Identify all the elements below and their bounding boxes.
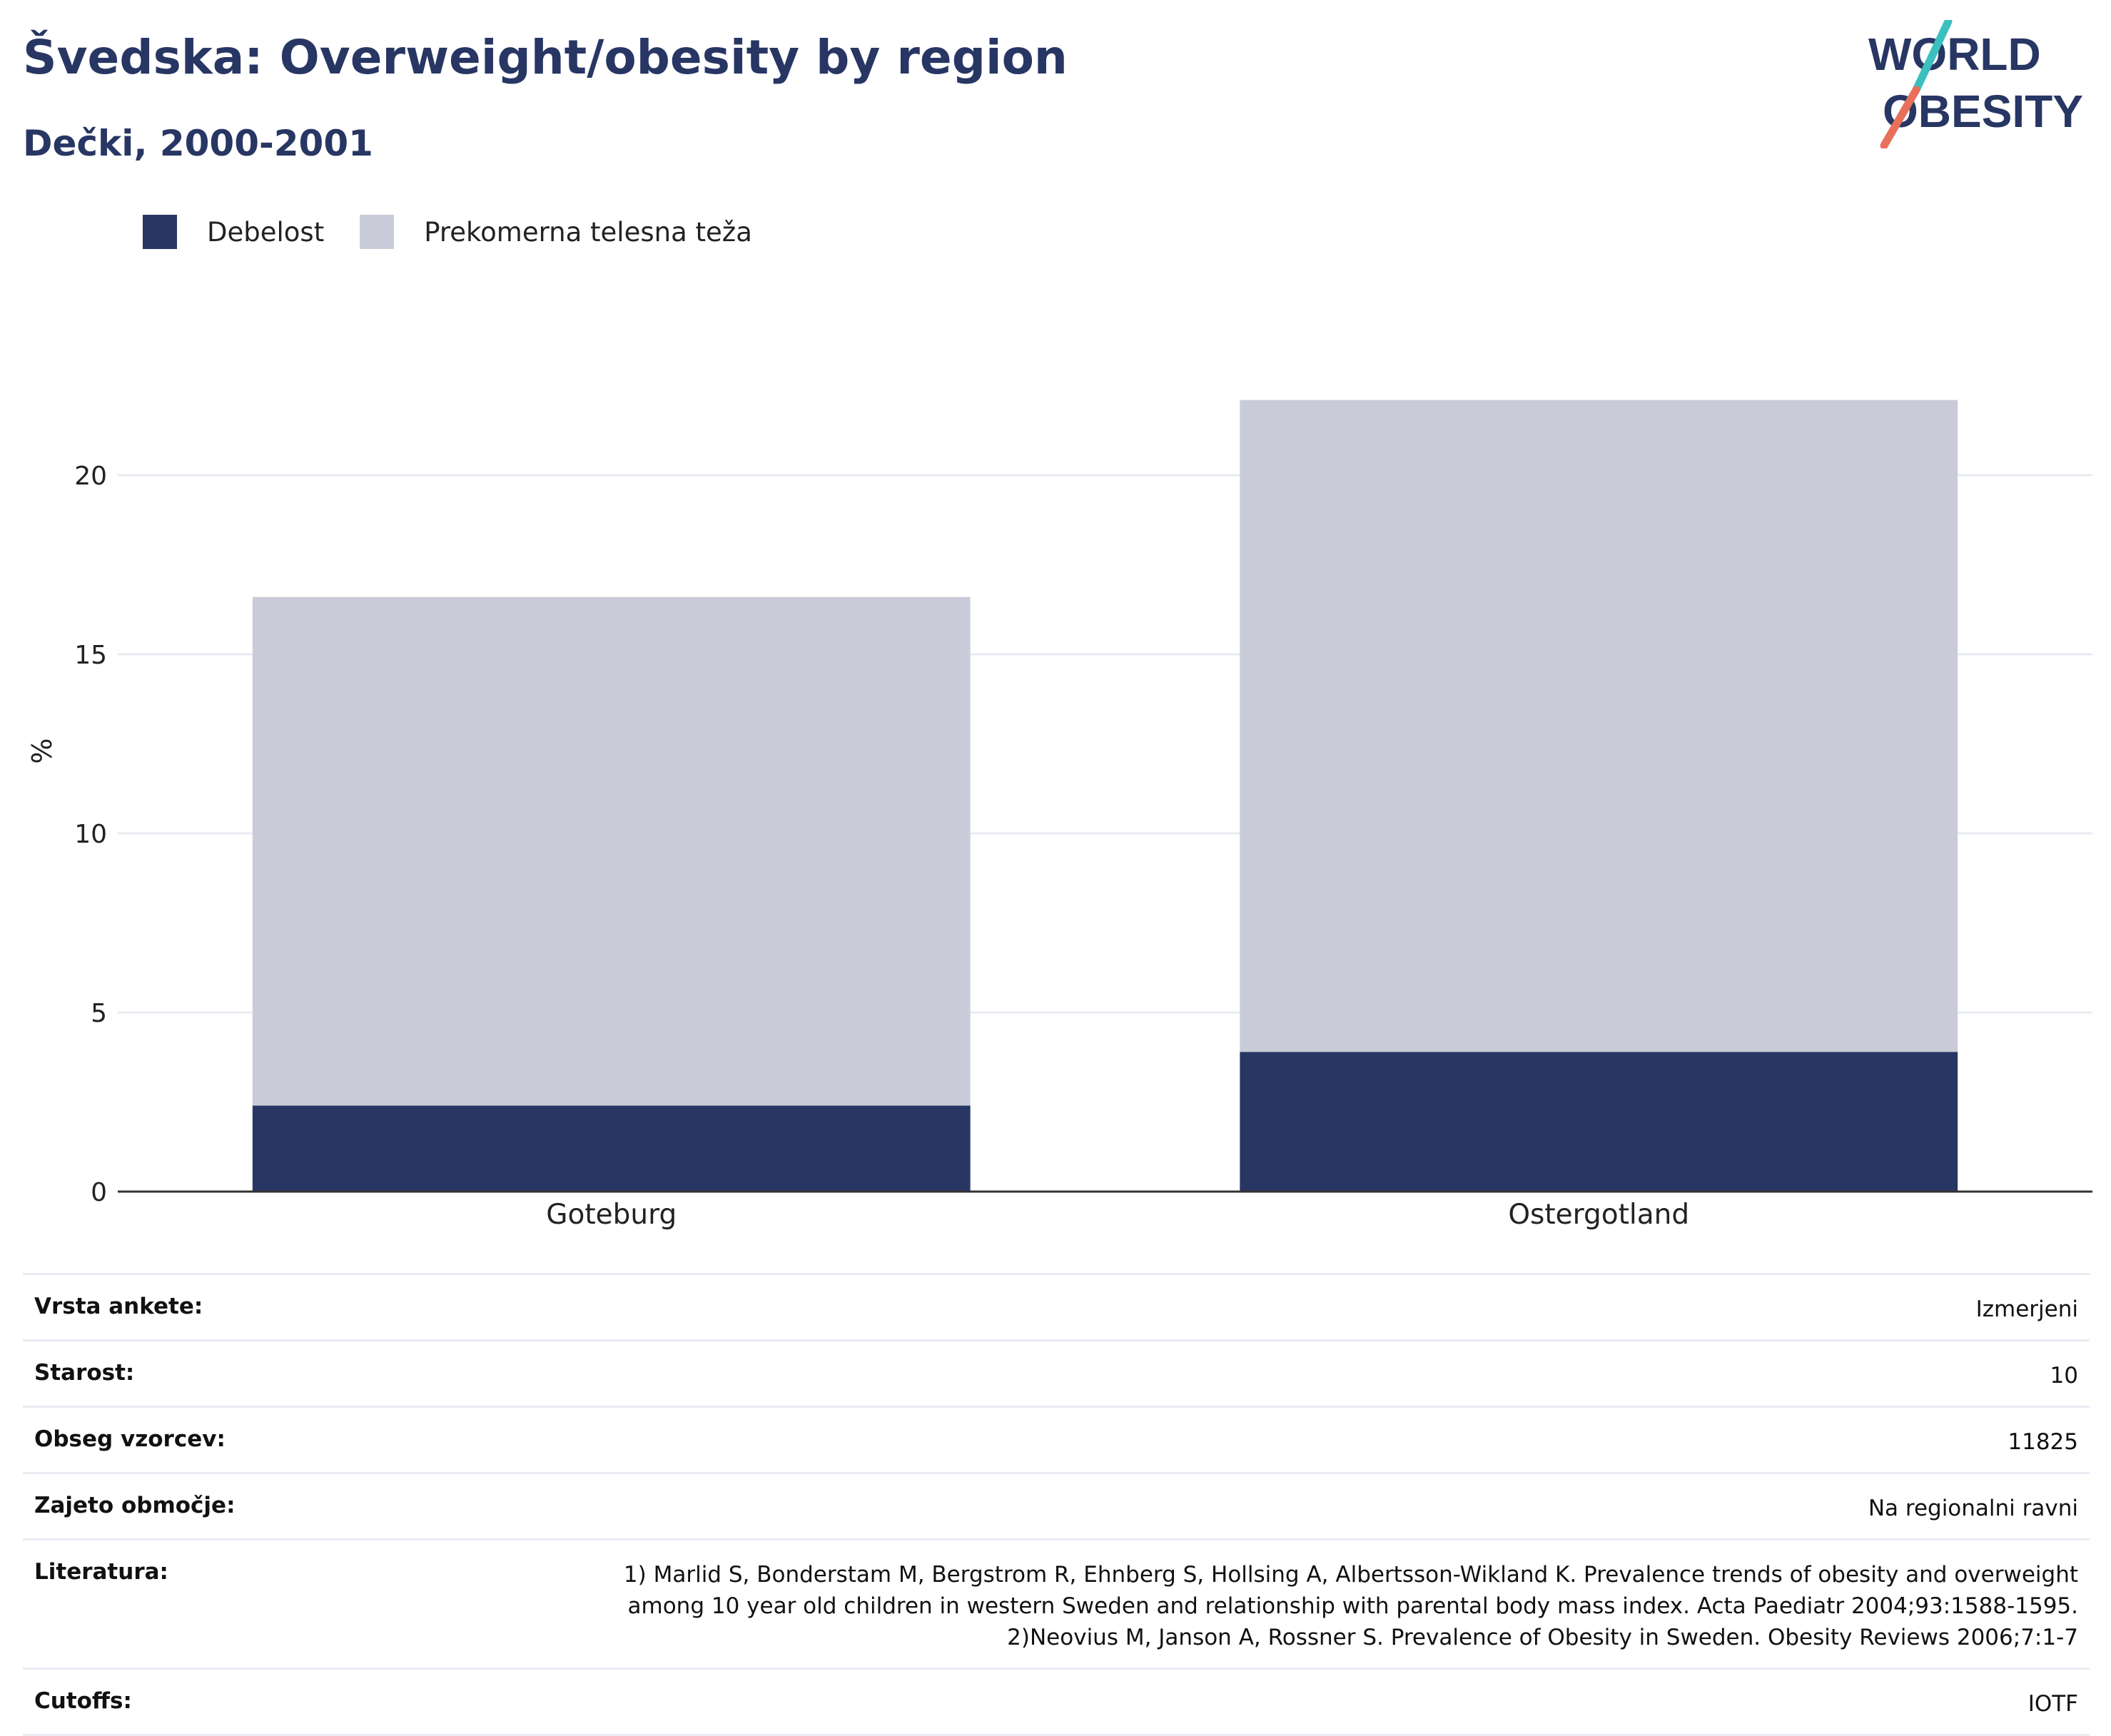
bar-obesity-goteburg — [252, 1105, 971, 1192]
info-value-line: 2)Neovius M, Janson A, Rossner S. Preval… — [1007, 1625, 2078, 1650]
info-row: Obseg vzorcev: 11825 — [23, 1406, 2090, 1472]
bar-obesity-ostergotland — [1240, 1052, 1958, 1192]
x-tick-label: Goteburg — [546, 1199, 677, 1231]
legend-item-overweight[interactable]: Prekomerna telesna teža — [360, 215, 752, 249]
info-value: Izmerjeni — [1976, 1294, 2078, 1325]
stacked-bar-chart: 0 5 10 15 20% Goteburg Ostergotland — [26, 400, 2092, 1231]
info-value-line: Izmerjeni — [1975, 1296, 2078, 1322]
page-subtitle: Dečki, 2000-2001 — [23, 123, 373, 164]
legend-swatch-obesity — [143, 215, 177, 249]
info-label: Starost: — [34, 1360, 135, 1386]
world-obesity-logo: WORLD OBESITY — [1868, 20, 2083, 148]
info-label: Vrsta ankete: — [34, 1294, 203, 1319]
legend-swatch-overweight — [360, 215, 395, 249]
x-tick-label: Ostergotland — [1508, 1199, 1689, 1231]
info-value: Na regionalni ravni — [1868, 1493, 2078, 1524]
info-value: 10 — [2050, 1360, 2078, 1391]
info-row: Starost: 10 — [23, 1339, 2090, 1406]
legend-item-obesity[interactable]: Debelost — [143, 215, 324, 249]
info-value-line: IOTF — [2028, 1691, 2078, 1717]
info-value-line: Na regionalni ravni — [1868, 1496, 2078, 1521]
info-row: Zajeto območje: Na regionalni ravni — [23, 1472, 2090, 1538]
info-value: 1) Marlid S, Bonderstam M, Bergstrom R, … — [624, 1559, 2078, 1653]
info-label: Zajeto območje: — [34, 1493, 236, 1518]
info-row: Vrsta ankete: Izmerjeni — [23, 1273, 2090, 1339]
info-value: IOTF — [2028, 1688, 2078, 1720]
info-value-line: 10 — [2050, 1363, 2078, 1389]
survey-info-table: Vrsta ankete: Izmerjeni Starost: 10 Obseg vz… — [23, 1273, 2090, 1736]
svg-text:WORLD: WORLD — [1868, 29, 2041, 80]
y-tick-label: 5 — [91, 999, 107, 1028]
y-tick-label: 15 — [74, 641, 107, 670]
page-title: Švedska: Overweight/obesity by region — [23, 30, 1068, 85]
info-label: Literatura: — [34, 1559, 168, 1585]
info-label: Cutoffs: — [34, 1688, 132, 1714]
y-tick-label: 10 — [74, 820, 107, 849]
logo-coral-stroke — [1880, 86, 1920, 148]
info-value-line: 11825 — [2008, 1429, 2078, 1455]
y-tick-label: 0 — [91, 1178, 107, 1207]
info-row: Cutoffs: IOTF — [23, 1668, 2090, 1736]
info-label: Obseg vzorcev: — [34, 1426, 226, 1452]
info-value-line: among 10 year old children in western Sw… — [627, 1593, 2078, 1619]
info-value: 11825 — [2008, 1426, 2078, 1458]
logo-teal-stroke — [1912, 20, 1953, 94]
y-axis-label: % — [26, 738, 58, 763]
legend-label-overweight: Prekomerna telesna teža — [424, 216, 752, 248]
y-tick-label: 20 — [74, 462, 107, 491]
bar-overweight-goteburg — [252, 597, 971, 1106]
chart-legend: Debelost Prekomerna telesna teža — [143, 214, 788, 250]
info-row: Literatura: 1) Marlid S, Bonderstam M, Be… — [23, 1538, 2090, 1668]
legend-label-obesity: Debelost — [207, 216, 325, 248]
info-value-line: 1) Marlid S, Bonderstam M, Bergstrom R, … — [623, 1562, 2078, 1588]
bar-overweight-ostergotland — [1240, 400, 1958, 1052]
